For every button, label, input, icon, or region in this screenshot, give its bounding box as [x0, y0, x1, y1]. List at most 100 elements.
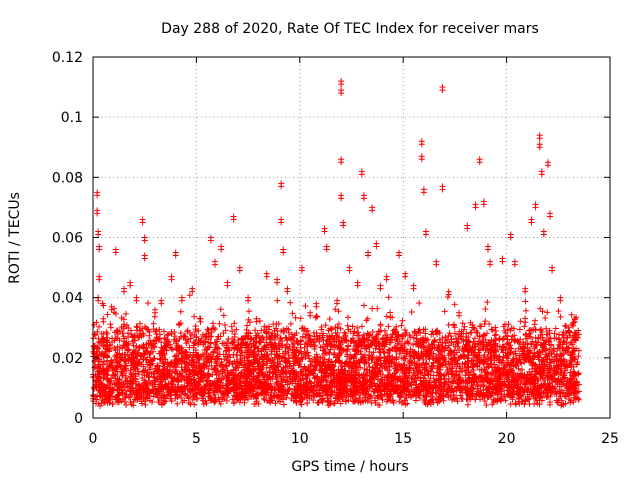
data-point: [531, 317, 538, 324]
data-point: [383, 313, 390, 320]
data-point: [207, 340, 214, 347]
data-point: [408, 308, 415, 315]
data-point: [445, 321, 452, 328]
data-point: [266, 368, 273, 375]
data-point: [477, 347, 483, 354]
data-point: [450, 374, 457, 381]
data-point: [375, 328, 382, 335]
data-point: [555, 331, 562, 338]
data-point: [491, 332, 498, 339]
data-point: [208, 362, 215, 369]
data-point: [327, 346, 334, 353]
data-point: [127, 393, 134, 400]
data-point: [217, 306, 224, 313]
data-point: [306, 355, 313, 362]
data-point: [123, 322, 130, 329]
data-point: [557, 313, 564, 320]
data-point: [289, 333, 296, 340]
data-point: [351, 328, 358, 335]
data-point: [158, 339, 165, 346]
data-point: [178, 395, 185, 402]
data-point: [389, 314, 396, 321]
data-point: [547, 360, 554, 367]
data-point: [543, 393, 550, 400]
data-point: [546, 346, 553, 353]
data-point: [380, 348, 387, 355]
data-point: [270, 321, 277, 328]
data-point: [147, 349, 154, 356]
data-point: [272, 374, 279, 381]
data-point: [106, 378, 113, 385]
data-point: [344, 322, 351, 329]
data-point: [145, 300, 152, 307]
data-point: [555, 308, 562, 315]
data-point: [284, 345, 291, 352]
data-point: [537, 334, 544, 341]
data-point: [378, 393, 385, 400]
data-point: [283, 369, 290, 376]
data-point: [193, 394, 200, 401]
data-point: [483, 402, 490, 409]
data-point: [123, 401, 130, 408]
data-point: [537, 331, 544, 338]
data-point: [230, 366, 237, 373]
data-point: [181, 397, 188, 404]
data-point: [552, 325, 559, 332]
data-point: [483, 364, 490, 371]
data-point: [231, 320, 238, 327]
data-point: [552, 383, 559, 390]
data-point: [345, 314, 352, 321]
data-point: [136, 320, 143, 327]
data-point: [268, 362, 275, 369]
data-point: [379, 396, 386, 403]
data-point: [135, 371, 142, 378]
data-point: [360, 302, 367, 309]
data-point: [522, 307, 529, 314]
data-point: [225, 371, 232, 378]
data-point: [280, 401, 287, 408]
data-point: [451, 330, 458, 337]
data-point: [354, 324, 361, 331]
data-point: [112, 310, 119, 317]
data-point: [451, 301, 458, 308]
data-point: [430, 372, 437, 379]
data-point: [274, 297, 281, 304]
data-point: [482, 318, 489, 325]
data-point: [212, 326, 219, 333]
data-point: [312, 342, 319, 349]
data-point: [107, 324, 114, 331]
data-point: [464, 401, 471, 408]
data-point: [526, 327, 533, 334]
data-point: [538, 397, 545, 404]
data-point: [221, 321, 228, 328]
data-point: [334, 324, 341, 331]
data-point: [177, 329, 184, 336]
data-point: [373, 332, 380, 339]
data-point: [127, 367, 134, 374]
data-point: [283, 358, 290, 365]
data-point: [341, 329, 348, 336]
data-point: [568, 311, 575, 318]
data-point: [453, 338, 460, 345]
data-point: [151, 373, 158, 380]
data-point: [538, 326, 545, 333]
data-point: [275, 320, 282, 327]
data-point: [243, 330, 250, 337]
data-point: [216, 320, 223, 327]
data-point: [535, 390, 542, 397]
data-point: [496, 356, 503, 363]
data-point: [181, 332, 188, 339]
data-point: [211, 366, 218, 373]
data-point: [140, 342, 147, 349]
data-point: [292, 314, 299, 321]
data-point: [266, 340, 273, 347]
data-point: [522, 298, 529, 305]
data-point: [481, 398, 488, 405]
data-point: [263, 330, 270, 337]
data-point: [516, 326, 523, 333]
data-point: [405, 372, 412, 379]
data-point: [422, 361, 429, 368]
data-point: [298, 401, 305, 408]
data-point: [209, 320, 216, 327]
